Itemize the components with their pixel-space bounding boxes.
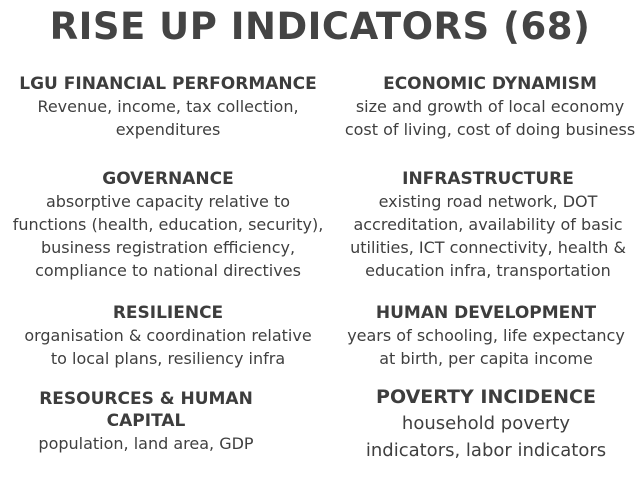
indicator-governance: GOVERNANCE absorptive capacity relative … <box>0 168 336 282</box>
indicator-description-line: absorptive capacity relative to <box>45 192 291 211</box>
indicator-heading: LGU FINANCIAL PERFORMANCE <box>19 74 317 94</box>
indicator-description-line: population, land area, GDP <box>38 434 254 453</box>
indicator-heading: POVERTY INCIDENCE <box>376 386 596 408</box>
indicator-description-line: accreditation, availability of basic <box>353 215 623 234</box>
indicator-description-line: cost of living, cost of doing business <box>344 120 636 139</box>
indicator-description-line: size and growth of local economy <box>355 97 625 116</box>
indicator-description-line: functions (health, education, security), <box>12 215 324 234</box>
indicator-heading: HUMAN DEVELOPMENT <box>375 303 597 323</box>
indicator-heading: GOVERNANCE <box>102 169 234 189</box>
indicator-human-development: HUMAN DEVELOPMENT years of schooling, li… <box>336 302 636 370</box>
indicator-description-line: business registration efficiency, <box>40 238 296 257</box>
indicator-heading: ECONOMIC DYNAMISM <box>383 74 597 94</box>
indicator-infrastructure: INFRASTRUCTURE existing road network, DO… <box>336 168 640 282</box>
indicator-poverty-incidence: POVERTY INCIDENCE household poverty indi… <box>336 384 636 464</box>
indicator-description-line: compliance to national directives <box>35 261 301 280</box>
indicator-description-line: at birth, per capita income <box>379 349 593 368</box>
indicator-resources-human-capital: RESOURCES & HUMAN CAPITAL population, la… <box>0 388 292 455</box>
indicator-heading: RESILIENCE <box>112 303 224 323</box>
indicator-description-line: utilities, ICT connectivity, health & <box>350 238 626 257</box>
indicator-resilience: RESILIENCE organisation & coordination r… <box>0 302 336 370</box>
indicator-lgu-financial-performance: LGU FINANCIAL PERFORMANCE Revenue, incom… <box>0 73 336 141</box>
indicator-heading: INFRASTRUCTURE <box>402 169 574 189</box>
indicator-description-line: household poverty <box>401 413 571 434</box>
indicator-description-line: organisation & coordination relative <box>24 326 312 345</box>
indicator-description-line: to local plans, resiliency infra <box>50 349 286 368</box>
indicator-description-line: existing road network, DOT <box>378 192 598 211</box>
indicator-description-line: expenditures <box>115 120 221 139</box>
indicator-description-line: indicators, labor indicators <box>365 440 607 461</box>
indicator-economic-dynamism: ECONOMIC DYNAMISM size and growth of loc… <box>340 73 640 141</box>
indicator-heading: CAPITAL <box>106 411 186 431</box>
indicator-description-line: Revenue, income, tax collection, <box>37 97 299 116</box>
indicator-description-line: years of schooling, life expectancy <box>347 326 625 345</box>
indicator-heading: RESOURCES & HUMAN <box>39 389 253 409</box>
indicator-description-line: education infra, transportation <box>365 261 611 280</box>
page-title: RISE UP INDICATORS (68) <box>49 5 591 48</box>
